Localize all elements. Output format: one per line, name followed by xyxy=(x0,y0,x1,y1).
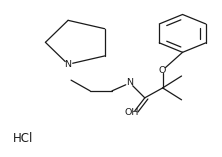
Text: N: N xyxy=(126,78,133,87)
Text: O: O xyxy=(159,66,166,75)
Text: OH: OH xyxy=(125,108,139,117)
Text: HCl: HCl xyxy=(13,132,33,145)
Text: N: N xyxy=(65,60,71,69)
